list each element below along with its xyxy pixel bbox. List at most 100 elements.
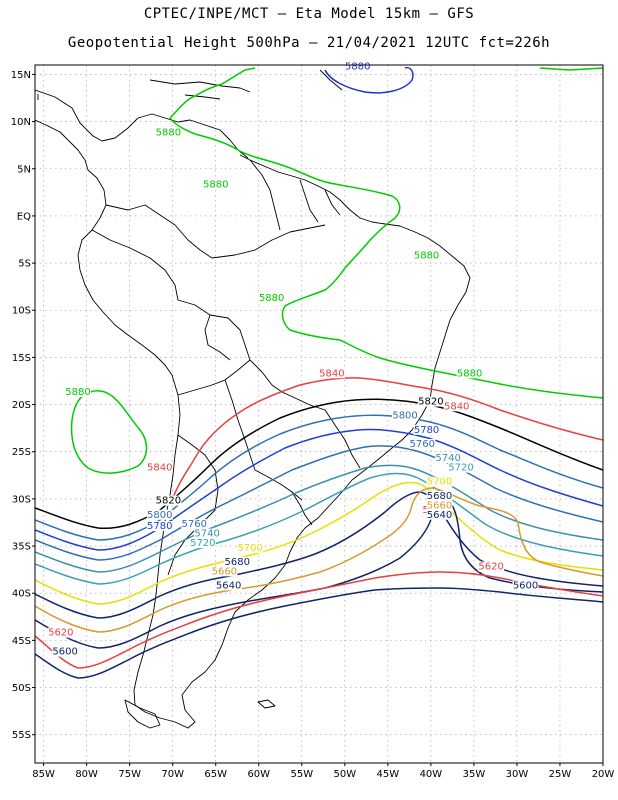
lon-tick-label: 70W <box>161 769 184 780</box>
lon-tick-label: 65W <box>204 769 227 780</box>
contour-label-5820: 5820 <box>156 496 181 507</box>
contour-label-bg <box>413 250 440 261</box>
lon-tick-label: 80W <box>75 769 98 780</box>
map-title: CPTEC/INPE/MCT – Eta Model 15km – GFS <box>143 6 475 22</box>
contour-label-5840: 5840 <box>319 368 344 379</box>
lat-tick-label: 10N <box>11 117 31 128</box>
contour-5740 <box>35 464 603 573</box>
contour-label-bg <box>478 561 505 572</box>
contour-label-5840: 5840 <box>444 401 469 412</box>
contour-label-5620: 5620 <box>478 562 503 573</box>
lon-tick-label: 40W <box>420 769 443 780</box>
contour-label-bg <box>194 528 221 539</box>
contour-5680 <box>35 491 603 619</box>
lat-tick-label: 25S <box>12 447 31 458</box>
map-subtitle: Geopotential Height 500hPa – 21/04/2021 … <box>67 35 551 51</box>
lon-tick-label: 55W <box>290 769 313 780</box>
contour-label-5700: 5700 <box>237 543 262 554</box>
plot-area <box>35 65 603 763</box>
contour-5800 <box>35 414 603 541</box>
contour-label-bg <box>409 439 436 450</box>
contour-label-bg <box>456 368 483 379</box>
contour-label-5760: 5760 <box>181 519 206 530</box>
contour-label-bg <box>211 566 238 577</box>
contour-lines <box>35 66 603 679</box>
contour-label-bg <box>189 538 216 549</box>
contour-5640 <box>35 499 603 649</box>
contour-5880-blue <box>324 66 414 94</box>
lon-tick-label: 60W <box>247 769 270 780</box>
contour-5760 <box>35 445 603 561</box>
contour-label-5680: 5680 <box>427 491 452 502</box>
contour-5720 <box>35 472 603 585</box>
lon-axis: 85W 80W 75W 70W 65W 60W 55W 50W 45W 40W 35W 30W 25W 2… <box>32 763 614 780</box>
lat-tick-label: 20S <box>12 400 31 411</box>
contour-label-5880: 5880 <box>203 180 228 191</box>
coastline-borders <box>35 69 471 729</box>
contour-5820 <box>35 398 603 530</box>
lat-axis: 15N 10N 5N EQ 5S 10S 15S 20S 25S 30S 35S 40S 45S 50S 5… <box>11 70 35 741</box>
contour-label-bg <box>512 580 539 591</box>
lon-tick-label: 25W <box>549 769 572 780</box>
contour-label-bg <box>65 387 92 398</box>
contour-label-5660: 5660 <box>212 566 237 577</box>
lat-tick-label: 15S <box>12 353 31 364</box>
contour-label-bg <box>146 509 173 520</box>
contour-label-5600: 5600 <box>513 581 538 592</box>
contour-label-5880: 5880 <box>156 128 181 139</box>
lat-tick-label: 5N <box>17 164 31 175</box>
lon-tick-label: 85W <box>32 769 55 780</box>
contour-label-bg <box>426 509 453 520</box>
contour-label-bg <box>181 519 208 530</box>
contour-label-bg <box>155 127 182 138</box>
contour-label-5640: 5640 <box>216 581 241 592</box>
lon-tick-label: 30W <box>506 769 529 780</box>
contour-label-5660: 5660 <box>427 500 452 511</box>
contour-label-5680: 5680 <box>225 557 250 568</box>
contour-label-5800: 5800 <box>147 510 172 521</box>
contour-label-5600: 5600 <box>52 647 77 658</box>
lat-tick-label: 40S <box>12 589 31 600</box>
contour-label-bg <box>443 401 470 412</box>
contour-label-bg <box>202 179 229 190</box>
lon-tick-label: 35W <box>463 769 486 780</box>
contour-label-5720: 5720 <box>190 538 215 549</box>
lat-tick-label: 35S <box>12 542 31 553</box>
contour-label-5840: 5840 <box>147 463 172 474</box>
contour-label-bg <box>435 453 462 464</box>
contour-label-5720: 5720 <box>448 463 473 474</box>
contour-label-5760: 5760 <box>410 439 435 450</box>
contour-label-bg <box>426 476 453 487</box>
contour-label-bg <box>344 61 371 72</box>
lon-tick-label: 75W <box>118 769 141 780</box>
lat-tick-label: 30S <box>12 494 31 505</box>
contour-label-5740: 5740 <box>194 529 219 540</box>
contour-label-5880: 5880 <box>414 250 439 261</box>
contour-label-5780: 5780 <box>147 521 172 532</box>
lat-tick-label: 50S <box>12 683 31 694</box>
lon-tick-label: 20W <box>592 769 615 780</box>
contour-label-bg <box>215 580 242 591</box>
contour-label-5880: 5880 <box>345 62 370 73</box>
contour-label-bg <box>146 462 173 473</box>
contour-label-bg <box>47 627 74 638</box>
contour-label-5700: 5700 <box>427 477 452 488</box>
lat-tick-label: EQ <box>17 211 31 222</box>
contour-5660 <box>35 487 603 633</box>
contour-5880-east <box>539 67 603 71</box>
contour-label-bg <box>237 542 264 553</box>
contour-label-5740: 5740 <box>435 453 460 464</box>
contour-5620 <box>35 571 603 669</box>
contour-label-bg <box>392 410 419 421</box>
contour-5780 <box>35 428 603 551</box>
contour-5700 <box>35 481 603 605</box>
contour-label-bg <box>426 500 453 511</box>
contour-label-5880: 5880 <box>65 387 90 398</box>
contour-label-bg <box>146 521 173 532</box>
lat-tick-label: 15N <box>11 70 31 81</box>
contour-5600 <box>35 587 603 679</box>
contour-labels: 5880 5880 5880 5880 5880 5880 5880 5840 5840 5840… <box>47 61 539 658</box>
contour-label-5620: 5620 <box>48 628 73 639</box>
contour-label-5640: 5640 <box>427 510 452 521</box>
